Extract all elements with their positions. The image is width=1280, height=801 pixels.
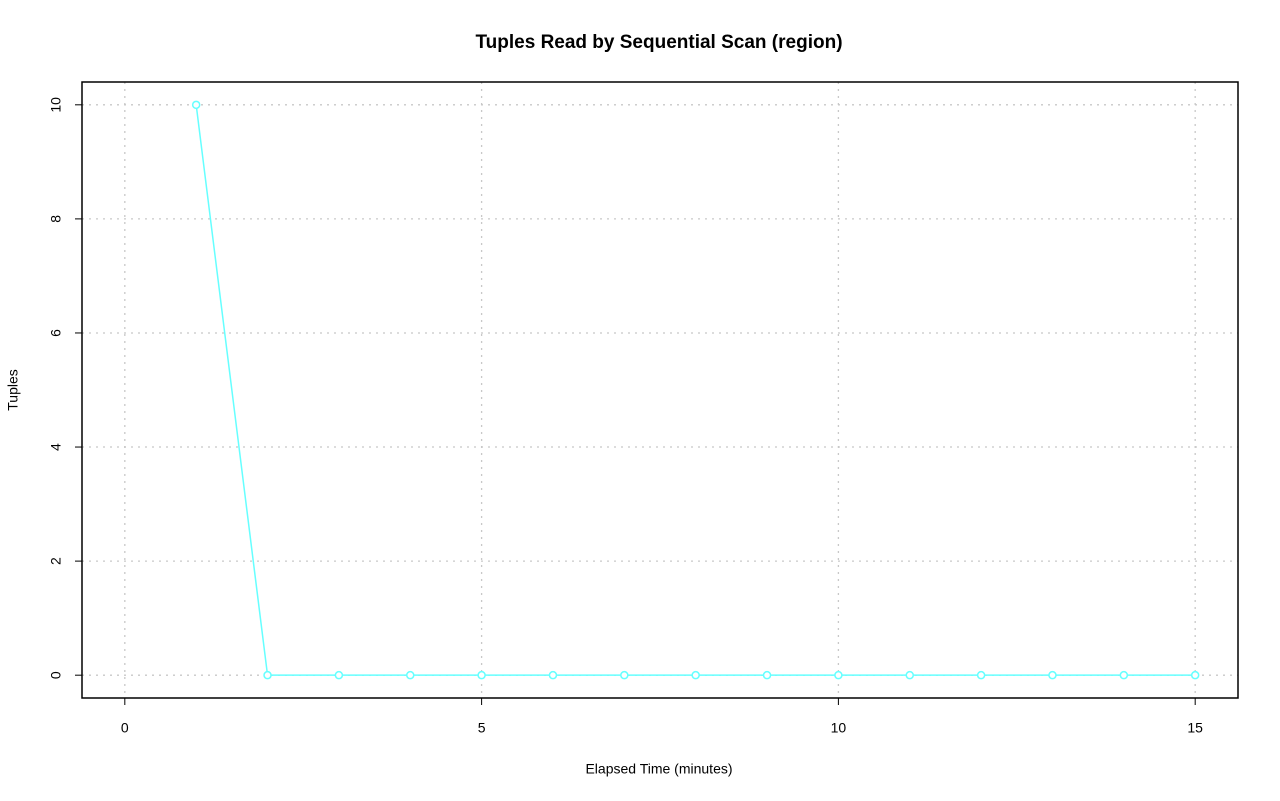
data-point xyxy=(263,670,272,680)
x-tick-label: 10 xyxy=(831,720,847,736)
data-point xyxy=(405,670,415,680)
y-axis-label: Tuples xyxy=(5,369,21,411)
data-point xyxy=(1190,670,1200,680)
data-point xyxy=(334,670,344,680)
x-axis-label: Elapsed Time (minutes) xyxy=(585,761,732,777)
plot-frame xyxy=(81,81,1239,699)
y-tick-label: 8 xyxy=(48,215,64,223)
y-tick-label: 10 xyxy=(48,97,64,113)
data-point xyxy=(191,100,201,110)
x-tick-label: 5 xyxy=(478,720,486,736)
data-point xyxy=(762,670,772,680)
y-tick-label: 0 xyxy=(48,671,64,679)
y-tick-label: 6 xyxy=(48,329,64,337)
data-point xyxy=(620,670,629,680)
data-point xyxy=(548,670,558,680)
data-point xyxy=(1048,670,1057,680)
data-point xyxy=(905,670,915,680)
data-point xyxy=(1119,670,1129,680)
data-point xyxy=(691,670,700,680)
y-tick-label: 4 xyxy=(48,443,64,451)
y-tick-label: 2 xyxy=(48,557,64,565)
chart-title: Tuples Read by Sequential Scan (region) xyxy=(475,32,842,53)
data-point xyxy=(976,670,986,680)
x-tick-label: 15 xyxy=(1187,720,1203,736)
x-tick-label: 0 xyxy=(121,720,129,736)
data-point xyxy=(834,670,843,680)
data-point xyxy=(477,670,486,680)
